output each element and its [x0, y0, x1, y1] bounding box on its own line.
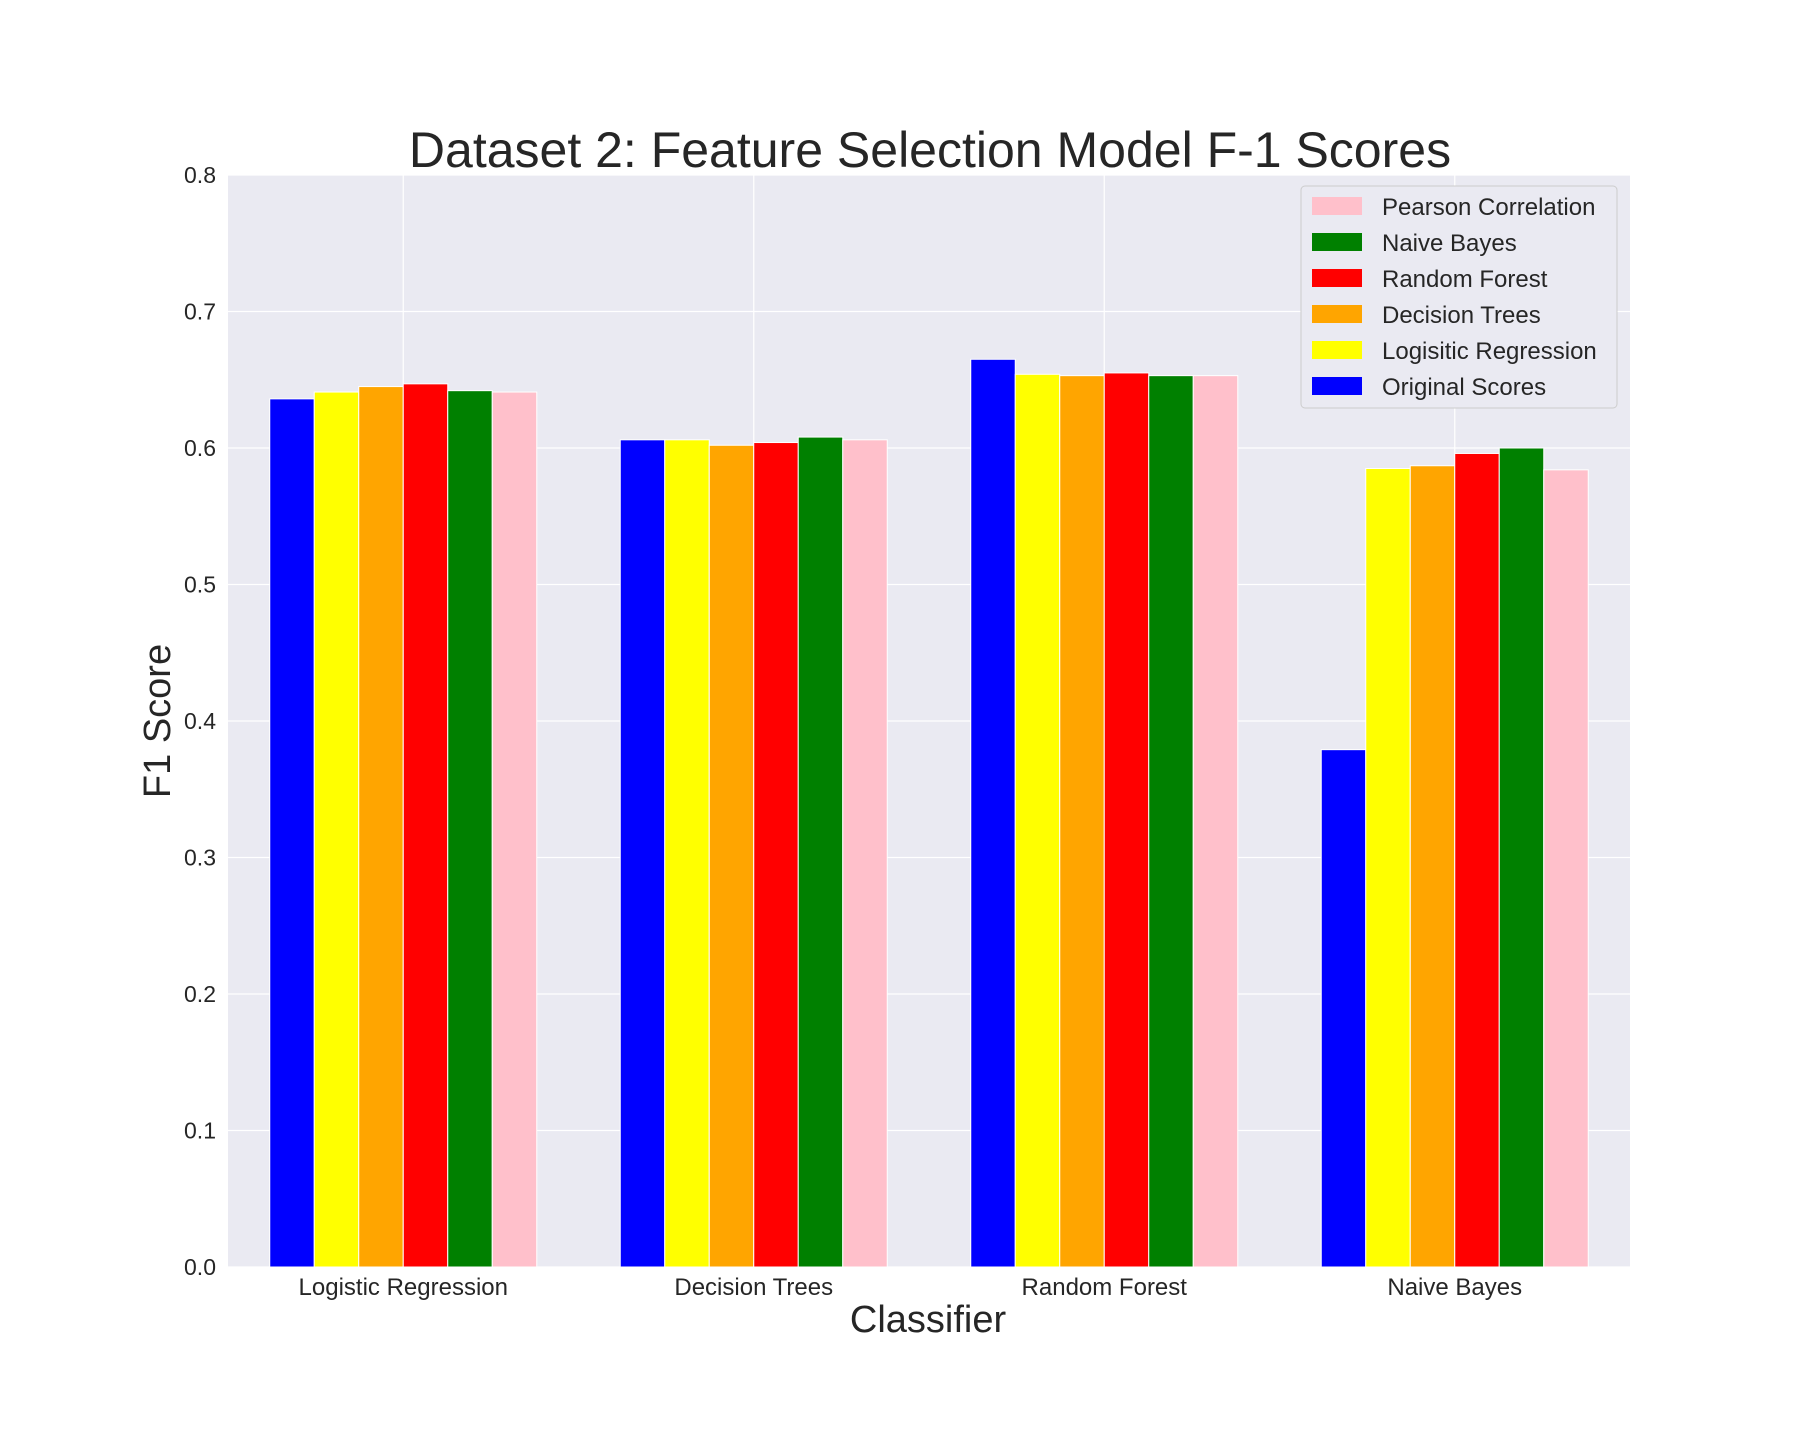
legend-swatch	[1312, 197, 1362, 215]
y-tick-label: 0.0	[184, 1254, 216, 1280]
bar-pearson-correlation-decision-trees	[842, 439, 888, 1268]
legend: Pearson Correlation Naive Bayes Random For…	[1300, 185, 1618, 409]
bar-logisitic-regression-naive-bayes	[1365, 467, 1411, 1268]
bar-decision-trees-decision-trees	[708, 444, 755, 1268]
bar-original-scores-logistic-regression	[269, 398, 315, 1268]
y-tick-label: 0.2	[184, 981, 216, 1007]
bar-decision-trees-logistic-regression	[358, 386, 404, 1268]
x-axis-label: Classifier	[850, 1299, 1007, 1341]
bar-pearson-correlation-logistic-regression	[491, 391, 538, 1268]
bar-original-scores-decision-trees	[619, 439, 666, 1268]
legend-label: Naive Bayes	[1382, 230, 1517, 257]
y-tick-label: 0.6	[184, 435, 216, 461]
legend-swatch	[1312, 233, 1362, 251]
x-tick-label: Logistic Regression	[299, 1274, 508, 1301]
bar-pearson-correlation-random-forest	[1192, 375, 1239, 1268]
bar-decision-trees-naive-bayes	[1409, 465, 1456, 1268]
bar-naive-bayes-random-forest	[1148, 375, 1194, 1268]
legend-label: Pearson Correlation	[1382, 194, 1595, 221]
bar-naive-bayes-decision-trees	[797, 436, 844, 1268]
bar-random-forest-logistic-regression	[402, 383, 449, 1268]
y-tick-label: 0.7	[184, 299, 216, 325]
y-tick-label: 0.1	[184, 1118, 216, 1144]
y-axis-ticks: 0.0 0.1 0.2 0.3 0.4 0.5 0.6 0.7 0.8	[184, 162, 216, 1280]
legend-swatch	[1312, 269, 1362, 287]
x-tick-label: Naive Bayes	[1387, 1274, 1522, 1301]
bar-logisitic-regression-logistic-regression	[313, 391, 360, 1268]
bar-naive-bayes-logistic-regression	[447, 390, 493, 1268]
x-axis-ticks: Logistic Regression Decision Trees Random …	[299, 1274, 1523, 1301]
bar-random-forest-random-forest	[1103, 372, 1150, 1268]
bar-naive-bayes-naive-bayes	[1498, 447, 1545, 1268]
bar-pearson-correlation-naive-bayes	[1543, 469, 1589, 1268]
legend-label: Random Forest	[1382, 266, 1548, 293]
y-tick-label: 0.8	[184, 162, 216, 188]
bar-original-scores-naive-bayes	[1320, 749, 1367, 1268]
legend-label: Original Scores	[1382, 374, 1546, 401]
bar-random-forest-naive-bayes	[1454, 452, 1500, 1268]
bar-original-scores-random-forest	[970, 358, 1016, 1268]
bar-logisitic-regression-decision-trees	[664, 439, 710, 1268]
legend-label: Decision Trees	[1382, 302, 1541, 329]
bars	[269, 358, 1589, 1268]
chart-title: Dataset 2: Feature Selection Model F-1 S…	[409, 122, 1451, 178]
y-tick-label: 0.3	[184, 845, 216, 871]
y-tick-label: 0.5	[184, 572, 216, 598]
bar-logisitic-regression-random-forest	[1014, 373, 1061, 1268]
y-tick-label: 0.4	[184, 708, 216, 734]
legend-swatch	[1312, 341, 1362, 359]
x-tick-label: Random Forest	[1022, 1274, 1188, 1301]
bar-decision-trees-random-forest	[1059, 375, 1105, 1268]
y-axis-label: F1 Score	[137, 644, 179, 798]
x-tick-label: Decision Trees	[674, 1274, 833, 1301]
bar-random-forest-decision-trees	[753, 442, 799, 1268]
legend-box	[1300, 185, 1618, 409]
legend-swatch	[1312, 305, 1362, 323]
legend-label: Logisitic Regression	[1382, 338, 1597, 365]
legend-swatch	[1312, 377, 1362, 395]
